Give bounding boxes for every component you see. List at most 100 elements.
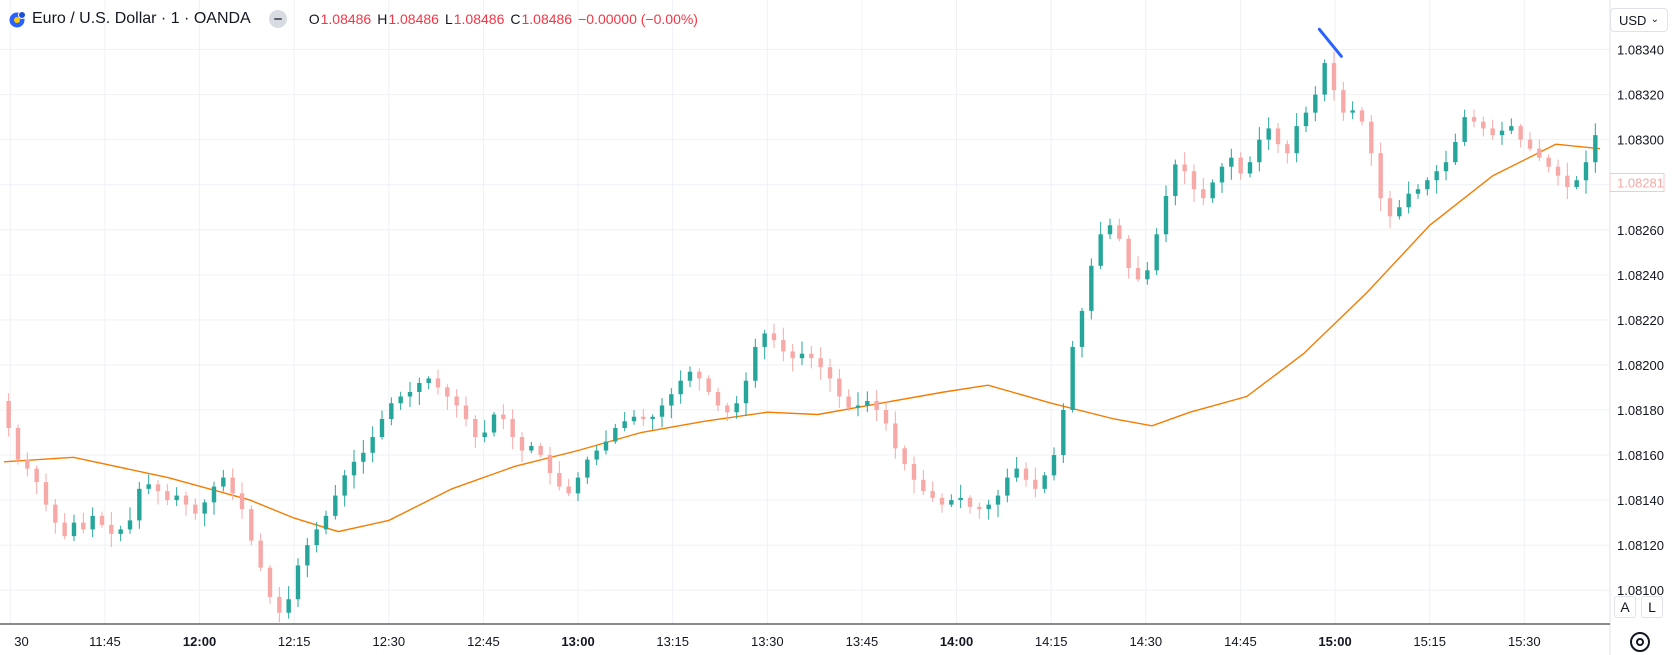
candle — [1126, 235, 1131, 279]
price-tick-label: 1.08220 — [1617, 313, 1664, 328]
candle — [379, 410, 385, 440]
candle — [1331, 51, 1337, 101]
candle — [1546, 154, 1551, 173]
candle — [1555, 159, 1561, 186]
candle — [753, 338, 758, 388]
candle — [725, 402, 730, 422]
candle — [137, 481, 142, 529]
candle — [743, 372, 749, 416]
candle — [911, 456, 917, 494]
chart-grid — [0, 0, 1610, 624]
candle — [1257, 127, 1262, 172]
candle — [62, 512, 67, 540]
price-tick-label: 1.08340 — [1617, 43, 1664, 58]
candle — [1509, 118, 1514, 134]
candle — [1033, 467, 1038, 498]
candle — [1285, 140, 1290, 164]
candle — [1341, 81, 1346, 121]
candle — [1322, 59, 1327, 102]
time-tick-label: 11:45 — [89, 634, 121, 649]
candle — [1518, 123, 1523, 148]
candle — [1079, 307, 1085, 358]
candle — [323, 510, 329, 535]
candle — [659, 398, 665, 428]
candle — [594, 445, 599, 466]
candle — [1117, 218, 1122, 242]
candle — [1425, 177, 1430, 196]
candle — [1014, 456, 1019, 482]
time-axis[interactable]: 30 11:45 12:00 12:15 12:30 12:45 13:00 13:15 13:… — [14, 634, 1540, 649]
candle — [501, 404, 506, 430]
time-tick-label: 13:00 — [561, 634, 594, 649]
log-scale-button[interactable]: L — [1641, 596, 1663, 618]
candles-layer — [6, 51, 1598, 623]
time-tick-label: 15:00 — [1318, 634, 1351, 649]
symbol-title[interactable]: Euro / U.S. Dollar · 1 · OANDA — [32, 10, 251, 27]
time-tick-label: 14:30 — [1130, 634, 1163, 649]
candle — [519, 432, 525, 463]
moving-average-layer — [3, 143, 1601, 533]
candle — [1023, 462, 1029, 487]
candle — [1434, 165, 1439, 194]
candle — [1098, 221, 1103, 270]
currency-selector[interactable]: USD ⌄ — [1610, 8, 1668, 32]
candle — [1490, 119, 1495, 140]
candle — [1229, 148, 1234, 180]
chevron-down-icon: ⌄ — [1650, 14, 1659, 25]
time-tick-label: 15:30 — [1508, 634, 1541, 649]
candle — [1275, 123, 1281, 154]
candle — [1378, 142, 1383, 211]
candle — [258, 533, 263, 571]
candle — [827, 358, 833, 392]
candle — [249, 505, 254, 546]
candle — [547, 446, 553, 485]
candle — [1107, 218, 1113, 240]
candle — [239, 482, 245, 519]
candle — [370, 426, 375, 463]
candle — [1313, 86, 1318, 122]
hide-series-icon[interactable] — [268, 10, 287, 28]
price-tick-label: 1.08260 — [1617, 223, 1664, 238]
candle — [557, 461, 562, 491]
candle — [874, 390, 879, 422]
candle — [1061, 403, 1066, 464]
auto-scale-button[interactable]: A — [1614, 596, 1636, 618]
chart-settings-icon[interactable] — [1630, 632, 1650, 652]
moving-average-line — [3, 143, 1601, 533]
candle — [1135, 256, 1141, 282]
candle — [631, 409, 637, 425]
candle — [1537, 139, 1542, 162]
low-label: L — [444, 11, 453, 27]
candle — [1583, 150, 1589, 194]
candle — [1350, 101, 1355, 120]
candle — [538, 442, 543, 458]
open-label: O — [308, 11, 320, 27]
candle — [267, 564, 273, 604]
candle — [211, 481, 217, 515]
candle — [435, 369, 441, 395]
time-tick-label: 12:30 — [373, 634, 406, 649]
candle — [109, 512, 114, 548]
candle — [846, 389, 851, 411]
candle — [1527, 132, 1533, 151]
candle — [762, 329, 767, 360]
candle — [202, 499, 207, 527]
price-axis[interactable]: 1.08100 1.08120 1.08140 1.08160 1.08180 1.082… — [1609, 43, 1665, 599]
candle — [445, 384, 450, 410]
low-value: 1.08486 — [453, 11, 505, 27]
candle — [473, 415, 478, 449]
candle — [482, 420, 487, 443]
candle — [921, 470, 926, 496]
chart-legend: Euro / U.S. Dollar · 1 · OANDA O 1.08486 … — [8, 8, 698, 30]
candle — [566, 478, 571, 497]
candle — [221, 470, 226, 492]
trend-line-drawing[interactable] — [1317, 27, 1343, 58]
candle — [799, 341, 805, 366]
time-tick-label: 12:15 — [278, 634, 311, 649]
candle — [1210, 179, 1215, 203]
candle — [1471, 109, 1477, 128]
candle — [1499, 121, 1505, 145]
time-tick-label: 13:45 — [846, 634, 879, 649]
candle — [183, 491, 189, 516]
